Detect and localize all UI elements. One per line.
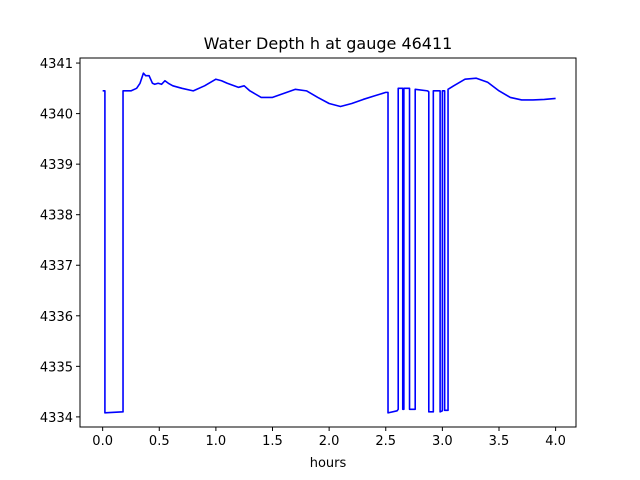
- y-tick-label: 4340: [40, 108, 73, 123]
- chart-title: Water Depth h at gauge 46411: [204, 34, 453, 53]
- plot-area: [102, 72, 556, 414]
- plot-frame: [79, 57, 577, 428]
- x-tick-label: 2.5: [375, 434, 396, 449]
- x-tick-label: 1.5: [262, 434, 283, 449]
- series-line-water-depth: [102, 72, 556, 414]
- x-tick-label: 4.0: [545, 434, 566, 449]
- x-tick-label: 1.0: [206, 434, 227, 449]
- y-tick-label: 4339: [40, 158, 73, 173]
- y-tick-label: 4335: [40, 360, 73, 375]
- x-tick-label: 3.5: [489, 434, 510, 449]
- x-tick-label: 2.0: [319, 434, 340, 449]
- y-tick-label: 4334: [40, 411, 73, 426]
- x-tick-label: 3.0: [432, 434, 453, 449]
- x-axis-label: hours: [310, 456, 347, 471]
- axis-ticks: 0.0 0.5 1.0 1.5 2.0 2.5 3.0 3.5 4.0 4334 4335 4336 4…: [40, 57, 566, 449]
- y-tick-label: 4336: [40, 310, 73, 325]
- x-tick-label: 0.0: [92, 434, 113, 449]
- y-tick-label: 4341: [40, 57, 73, 72]
- y-tick-label: 4337: [40, 259, 73, 274]
- y-tick-label: 4338: [40, 209, 73, 224]
- x-tick-label: 0.5: [149, 434, 170, 449]
